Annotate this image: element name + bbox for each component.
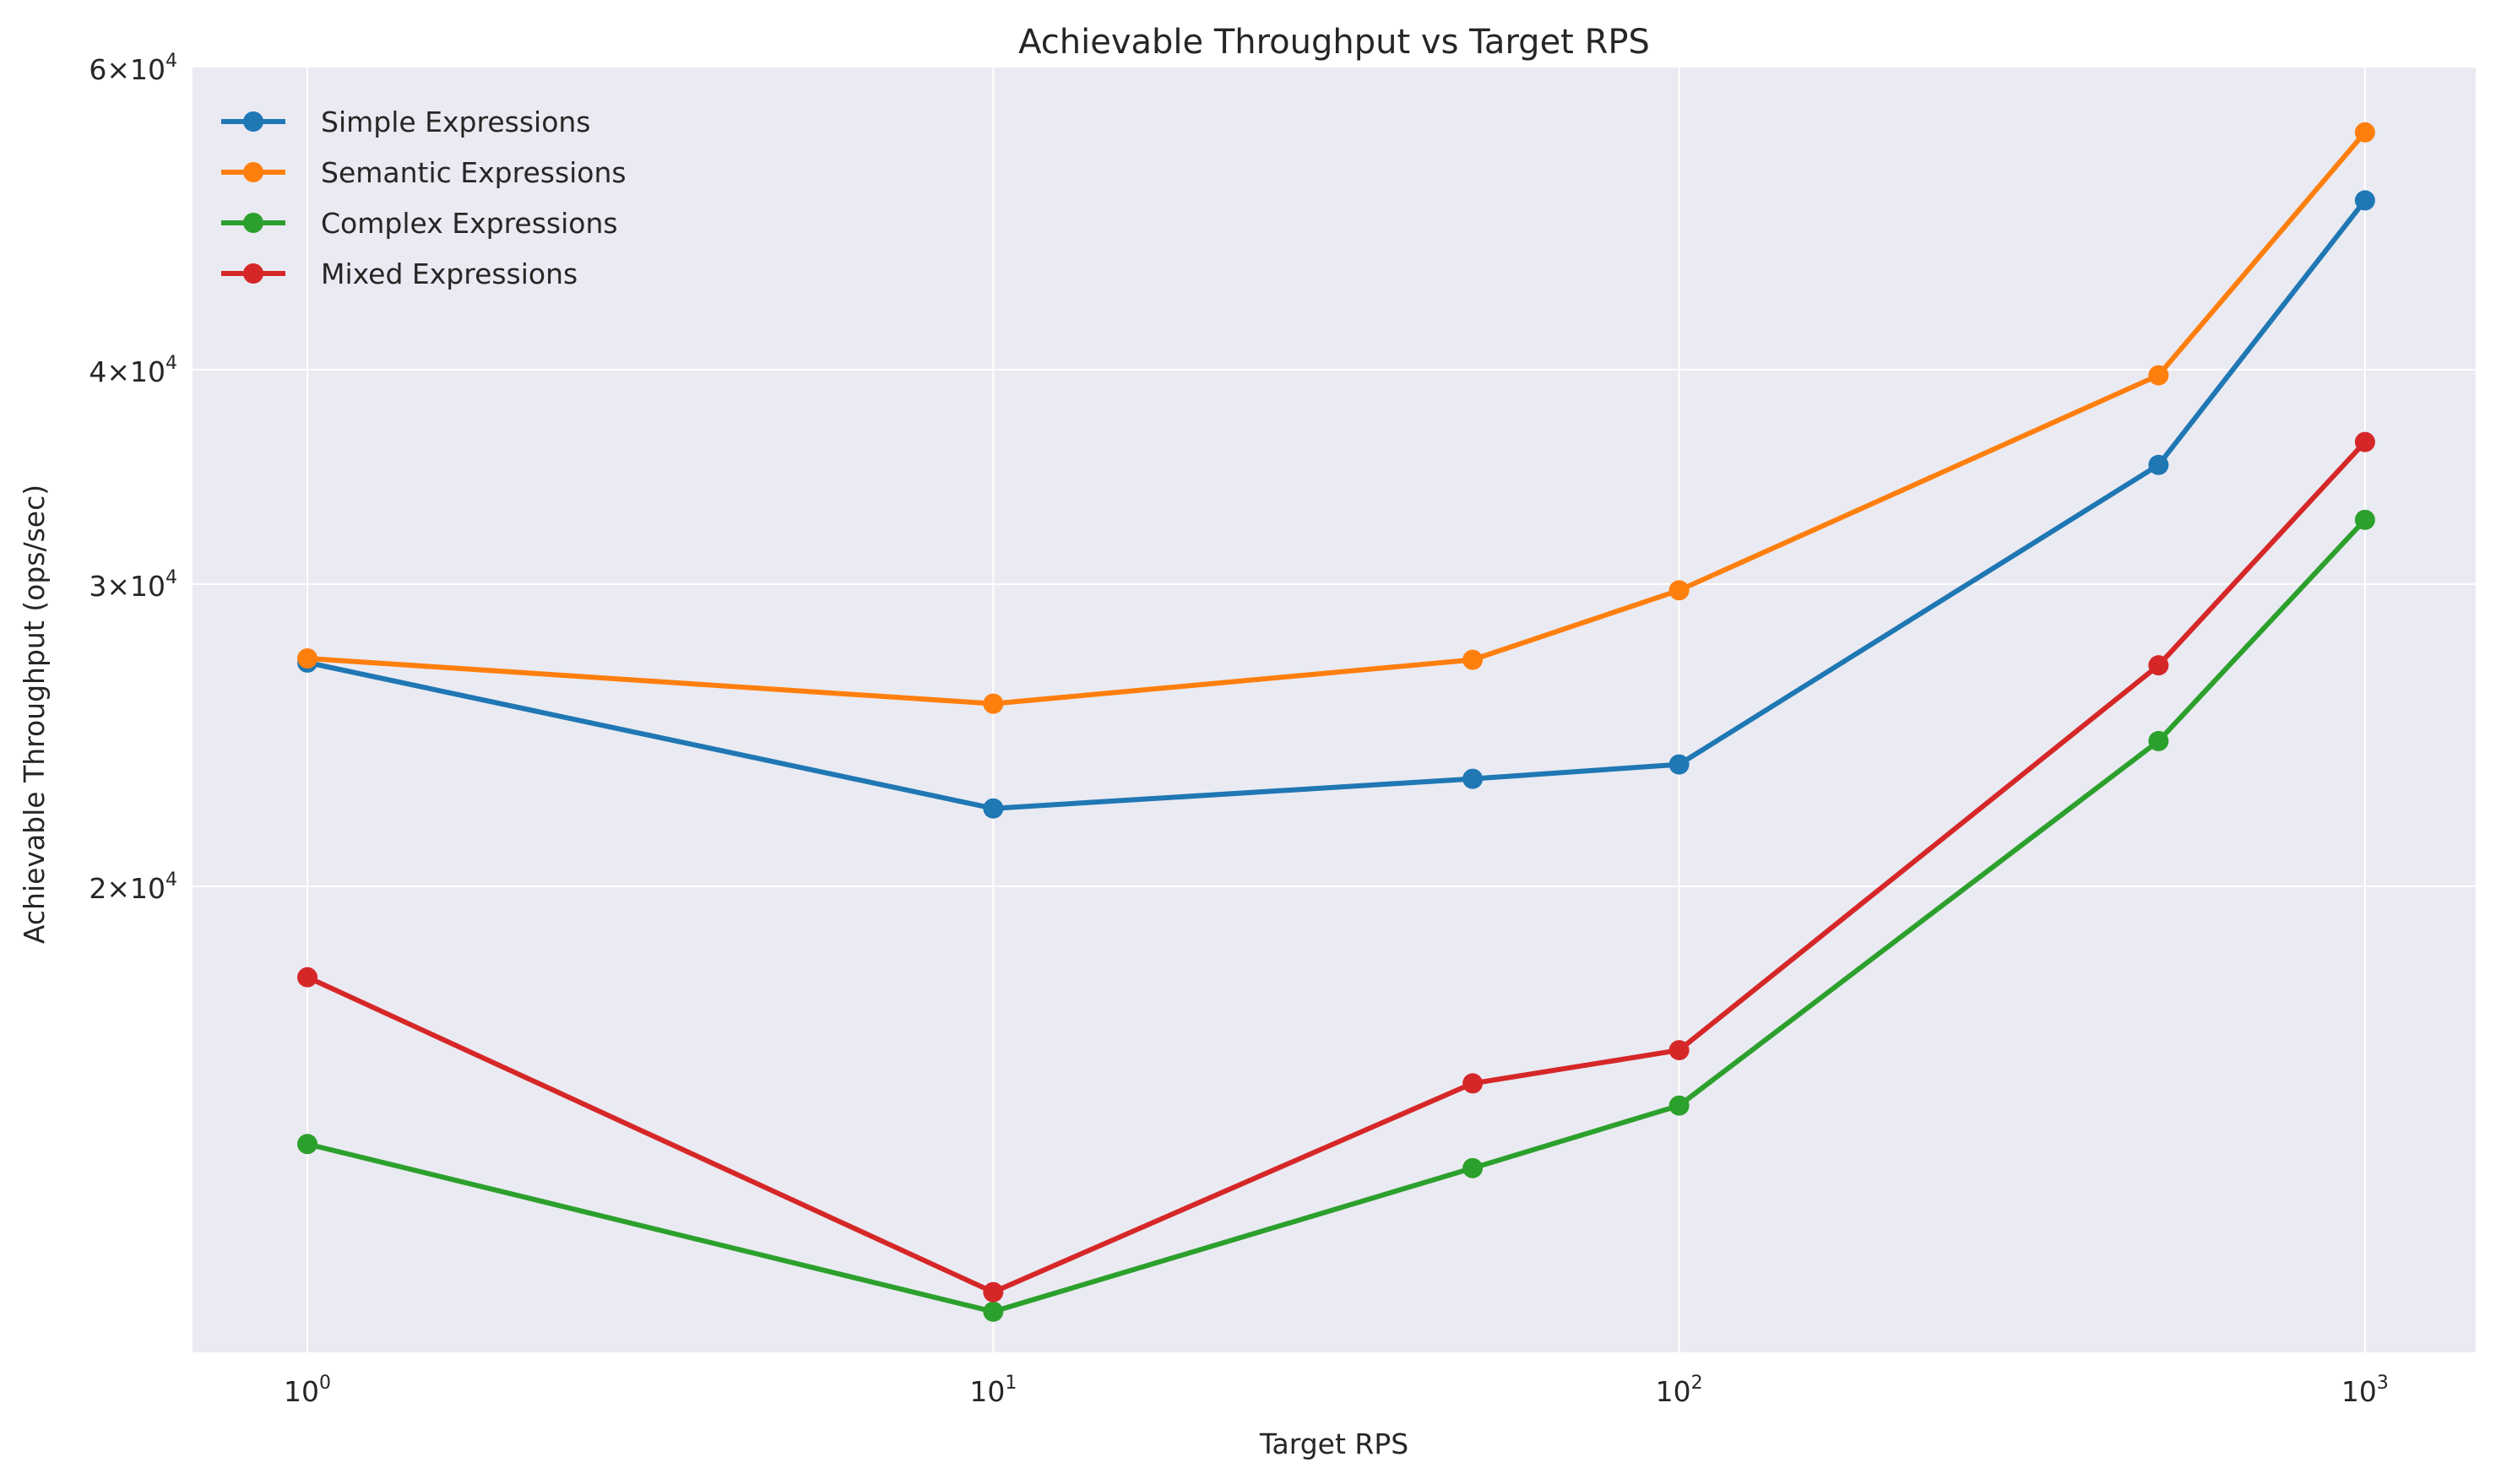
series-semantic-expressions xyxy=(297,122,2375,714)
legend-item: Mixed Expressions xyxy=(221,257,578,290)
x-tick-label: 100 xyxy=(284,1373,331,1408)
data-point xyxy=(2148,655,2169,676)
data-point xyxy=(2354,190,2375,211)
data-point xyxy=(297,648,318,669)
series-line xyxy=(305,517,2368,1314)
legend-label: Mixed Expressions xyxy=(321,257,578,290)
legend-item: Complex Expressions xyxy=(221,207,618,240)
series-simple-expressions xyxy=(297,190,2375,819)
legend-item: Simple Expressions xyxy=(221,106,591,138)
series-mixed-expressions xyxy=(297,431,2375,1303)
data-point xyxy=(1668,1095,1690,1116)
data-point xyxy=(2354,122,2375,143)
series-complex-expressions xyxy=(297,509,2375,1322)
data-point xyxy=(1668,1040,1690,1061)
data-point xyxy=(1668,754,1690,775)
series-group xyxy=(297,122,2375,1322)
data-point xyxy=(297,967,318,988)
y-tick-label: 6×104 xyxy=(89,51,177,86)
x-tick-labels: 100 101 102 103 xyxy=(284,1373,2389,1408)
legend-label: Complex Expressions xyxy=(321,207,618,240)
data-point xyxy=(2148,365,2169,386)
legend-swatch-marker xyxy=(243,111,263,132)
data-point xyxy=(2148,730,2169,751)
data-point xyxy=(983,1281,1004,1303)
data-point xyxy=(1462,1157,1484,1178)
data-point xyxy=(2354,509,2375,530)
data-point xyxy=(1668,580,1690,601)
y-tick-label: 2×104 xyxy=(89,869,177,905)
legend-swatch-marker xyxy=(243,263,263,284)
chart-title: Achievable Throughput vs Target RPS xyxy=(1018,23,1650,62)
legend-item: Semantic Expressions xyxy=(221,156,627,189)
series-line xyxy=(305,129,2368,707)
y-tick-label: 3×104 xyxy=(89,567,177,603)
data-point xyxy=(1462,649,1484,670)
legend-swatch-marker xyxy=(243,162,263,182)
legend: Simple Expressions Semantic Expressions Co… xyxy=(221,106,627,290)
data-point xyxy=(297,1134,318,1155)
x-tick-label: 102 xyxy=(1656,1373,1703,1408)
legend-swatch-marker xyxy=(243,213,263,233)
grid-lines xyxy=(193,68,2476,1352)
legend-label: Semantic Expressions xyxy=(321,156,627,189)
data-point xyxy=(983,798,1004,819)
data-point xyxy=(1462,1073,1484,1094)
x-tick-label: 101 xyxy=(969,1373,1017,1408)
data-point xyxy=(983,1301,1004,1322)
y-axis-label: Achievable Throughput (ops/sec) xyxy=(18,485,51,944)
x-axis-label: Target RPS xyxy=(1259,1427,1408,1460)
data-point xyxy=(2354,431,2375,452)
series-line xyxy=(305,198,2368,811)
data-point xyxy=(2148,454,2169,475)
data-point xyxy=(1462,768,1484,789)
y-tick-labels: 2×104 3×104 4×104 6×104 xyxy=(89,51,177,905)
plot-area xyxy=(193,68,2476,1352)
y-tick-label: 4×104 xyxy=(89,353,177,388)
series-line xyxy=(305,439,2368,1295)
x-tick-label: 103 xyxy=(2341,1373,2389,1408)
legend-label: Simple Expressions xyxy=(321,106,591,138)
data-point xyxy=(983,693,1004,714)
